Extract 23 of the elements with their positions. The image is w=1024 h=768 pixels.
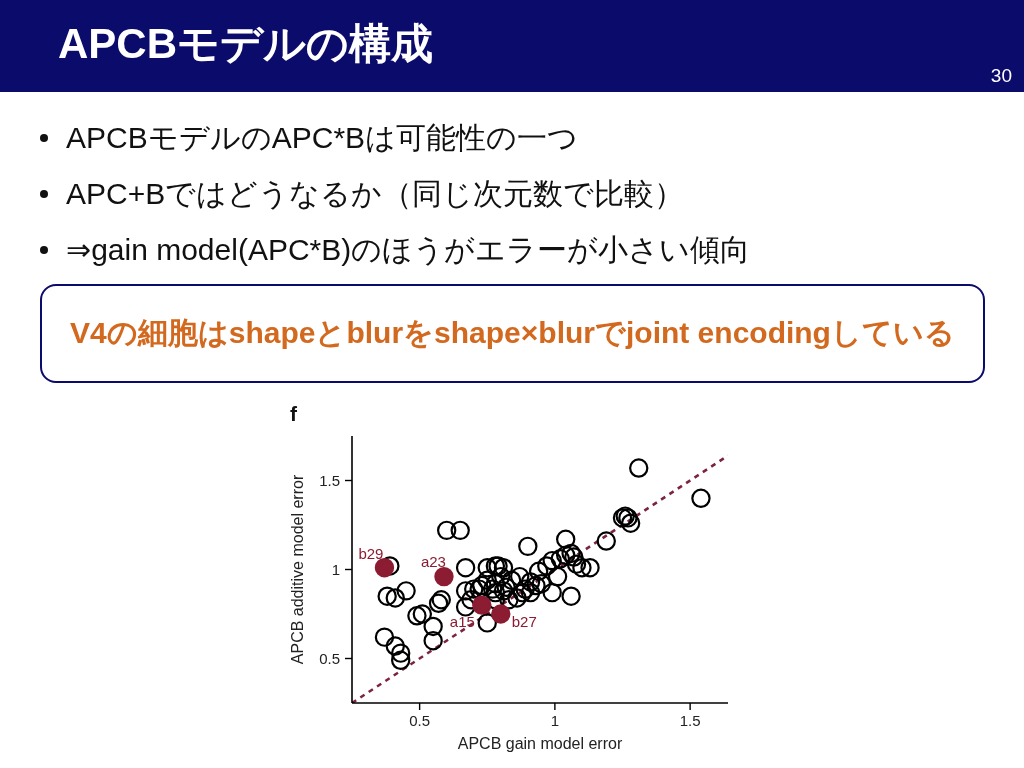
point [374, 558, 395, 578]
point [491, 604, 511, 624]
x-axis-title: APCB gain model error [457, 735, 623, 752]
text: ⇒gain model(APC*B)のほうがエラーが小さい傾向 [66, 231, 751, 268]
text: APCBモデルのAPC*Bは可能性の一つ [66, 119, 579, 156]
text: f [290, 402, 297, 426]
annotation: a23 [420, 552, 446, 570]
chart-title: APCBモデルの構成 [58, 19, 434, 69]
point [472, 595, 492, 615]
annotation: a15 [449, 613, 475, 631]
annotation: b27 [511, 613, 537, 630]
annotation: b29 [358, 544, 384, 562]
y-tick-label: 0.5 [319, 649, 340, 667]
callout-box: V4の細胞はshapeとblurをshape×blurでjoint encodingしている [40, 284, 985, 383]
point [434, 566, 454, 587]
text: APC+Bではどうなるか（同じ次元数で比較） [66, 175, 685, 212]
y-tick-label: 1 [331, 560, 340, 578]
y-axis-title: APCB additive model error [288, 474, 306, 665]
x-tick-label: 0.5 [409, 711, 431, 729]
x-tick-label: 1 [550, 711, 560, 729]
x-tick-label: 1.5 [679, 711, 701, 729]
y-tick-label: 1.5 [319, 471, 340, 489]
text: 30 [990, 65, 1012, 87]
